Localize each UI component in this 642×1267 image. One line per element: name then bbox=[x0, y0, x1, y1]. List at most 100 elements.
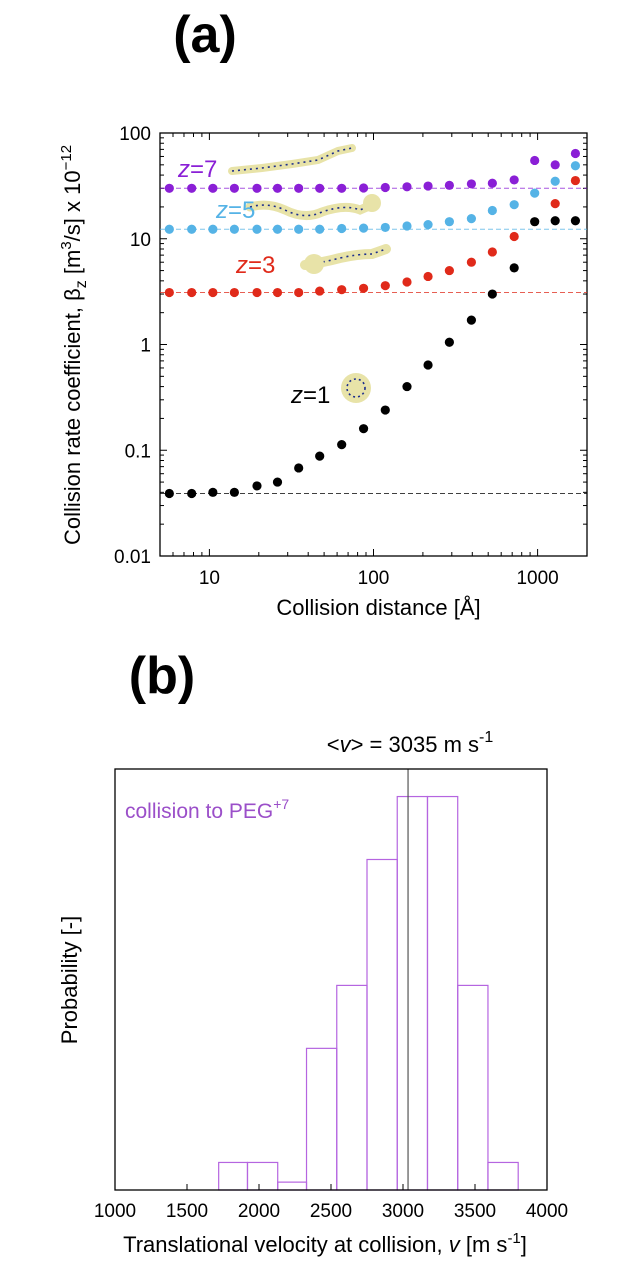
molecule-z3-icon bbox=[300, 244, 391, 274]
histogram-bar bbox=[487, 1161, 519, 1191]
data-point bbox=[358, 283, 369, 293]
x-tick-label: 4000 bbox=[526, 1201, 568, 1222]
data-point bbox=[294, 224, 304, 234]
data-point bbox=[444, 217, 454, 227]
data-point bbox=[294, 463, 304, 473]
y-axis-title: Collision rate coefficient, βz [m3/s] x … bbox=[58, 145, 90, 545]
data-point bbox=[402, 182, 412, 192]
data-point bbox=[570, 175, 581, 186]
data-point bbox=[509, 175, 519, 185]
data-point bbox=[229, 224, 239, 234]
data-point bbox=[380, 405, 390, 415]
data-point bbox=[402, 221, 412, 231]
annotation-peg: collision to PEG+7 bbox=[125, 796, 289, 823]
data-point bbox=[229, 287, 239, 298]
data-point bbox=[509, 263, 519, 273]
chart-b-title: <v> = 3035 m s-1 bbox=[327, 729, 494, 757]
data-point bbox=[550, 176, 560, 186]
data-point bbox=[487, 247, 497, 257]
data-point bbox=[570, 148, 581, 159]
histogram-bar bbox=[246, 1161, 279, 1191]
histogram-bar bbox=[457, 984, 489, 1191]
y-tick-label: 0.01 bbox=[114, 547, 151, 568]
data-point bbox=[402, 277, 412, 287]
data-point bbox=[487, 205, 497, 216]
data-point bbox=[272, 183, 283, 193]
data-point bbox=[444, 265, 454, 276]
y-tick-label: 0.1 bbox=[125, 441, 151, 462]
chart-b: <v> = 3035 m s-1 collision to PEG+7 1000 15… bbox=[57, 729, 568, 1257]
data-point bbox=[187, 183, 197, 193]
data-point bbox=[164, 224, 174, 234]
data-point bbox=[509, 200, 519, 210]
data-point bbox=[164, 488, 174, 499]
data-point bbox=[550, 216, 560, 226]
data-point bbox=[272, 287, 283, 298]
series-label-z1: z=1 bbox=[290, 382, 330, 409]
series-label-z3: z=3 bbox=[235, 252, 275, 279]
plot-b-frame bbox=[114, 768, 548, 1191]
x-axis-title: Translational velocity at collision, v [… bbox=[123, 1230, 527, 1257]
data-point bbox=[380, 222, 390, 233]
histogram-bar bbox=[305, 1047, 338, 1191]
data-point bbox=[315, 286, 325, 296]
data-point bbox=[229, 487, 239, 497]
data-point bbox=[380, 182, 390, 193]
data-point bbox=[358, 424, 369, 434]
molecule-z7-icon bbox=[228, 144, 356, 175]
x-tick-label: 10 bbox=[199, 568, 220, 589]
data-point bbox=[337, 440, 347, 450]
data-point bbox=[337, 223, 347, 234]
histogram-bar bbox=[366, 858, 398, 1191]
data-point bbox=[187, 488, 197, 499]
x-tick-label: 3500 bbox=[454, 1201, 496, 1222]
series-z7: z=7 bbox=[160, 148, 587, 193]
y-tick-label: 10 bbox=[130, 230, 151, 251]
panel-a-label: (a) bbox=[173, 6, 237, 64]
data-point bbox=[358, 223, 369, 233]
data-point bbox=[252, 481, 262, 491]
x-tick-label: 1500 bbox=[166, 1201, 208, 1222]
data-point bbox=[294, 183, 304, 193]
data-point bbox=[187, 287, 197, 298]
data-point bbox=[164, 287, 174, 298]
x-axis-title: Collision distance [Å] bbox=[276, 595, 480, 620]
histogram-bar bbox=[396, 795, 429, 1191]
data-point bbox=[208, 224, 218, 234]
data-point bbox=[187, 224, 197, 234]
data-point bbox=[208, 487, 218, 497]
data-point bbox=[550, 198, 560, 209]
data-point bbox=[272, 224, 283, 234]
y-axis-title: Probability [-] bbox=[57, 916, 82, 1044]
data-point bbox=[229, 183, 239, 193]
x-tick-label: 1000 bbox=[516, 568, 558, 589]
data-point bbox=[466, 315, 477, 325]
data-point bbox=[423, 220, 433, 230]
data-point bbox=[487, 178, 497, 188]
data-point bbox=[466, 179, 477, 189]
series-z5: z=5 bbox=[160, 161, 587, 234]
data-point bbox=[252, 183, 262, 193]
data-point bbox=[423, 181, 433, 191]
data-point bbox=[423, 360, 433, 370]
data-point bbox=[509, 231, 519, 242]
data-point bbox=[315, 183, 325, 193]
x-tick-label: 100 bbox=[358, 568, 390, 589]
data-point bbox=[444, 180, 454, 190]
data-point bbox=[423, 271, 433, 282]
data-point bbox=[530, 155, 540, 166]
data-point bbox=[272, 477, 283, 487]
data-point bbox=[530, 217, 540, 227]
molecule-z5-icon bbox=[245, 194, 381, 220]
data-point bbox=[380, 281, 390, 291]
data-point bbox=[570, 161, 581, 171]
data-point bbox=[252, 224, 262, 234]
series-label-z5: z=5 bbox=[215, 197, 255, 224]
x-tick-label: 3000 bbox=[382, 1201, 424, 1222]
data-point bbox=[550, 160, 560, 170]
molecule-z1-icon bbox=[341, 373, 371, 403]
x-tick-label: 2500 bbox=[310, 1201, 352, 1222]
series-z1: z=1 bbox=[160, 216, 587, 499]
panel-b-label: (b) bbox=[129, 647, 195, 705]
